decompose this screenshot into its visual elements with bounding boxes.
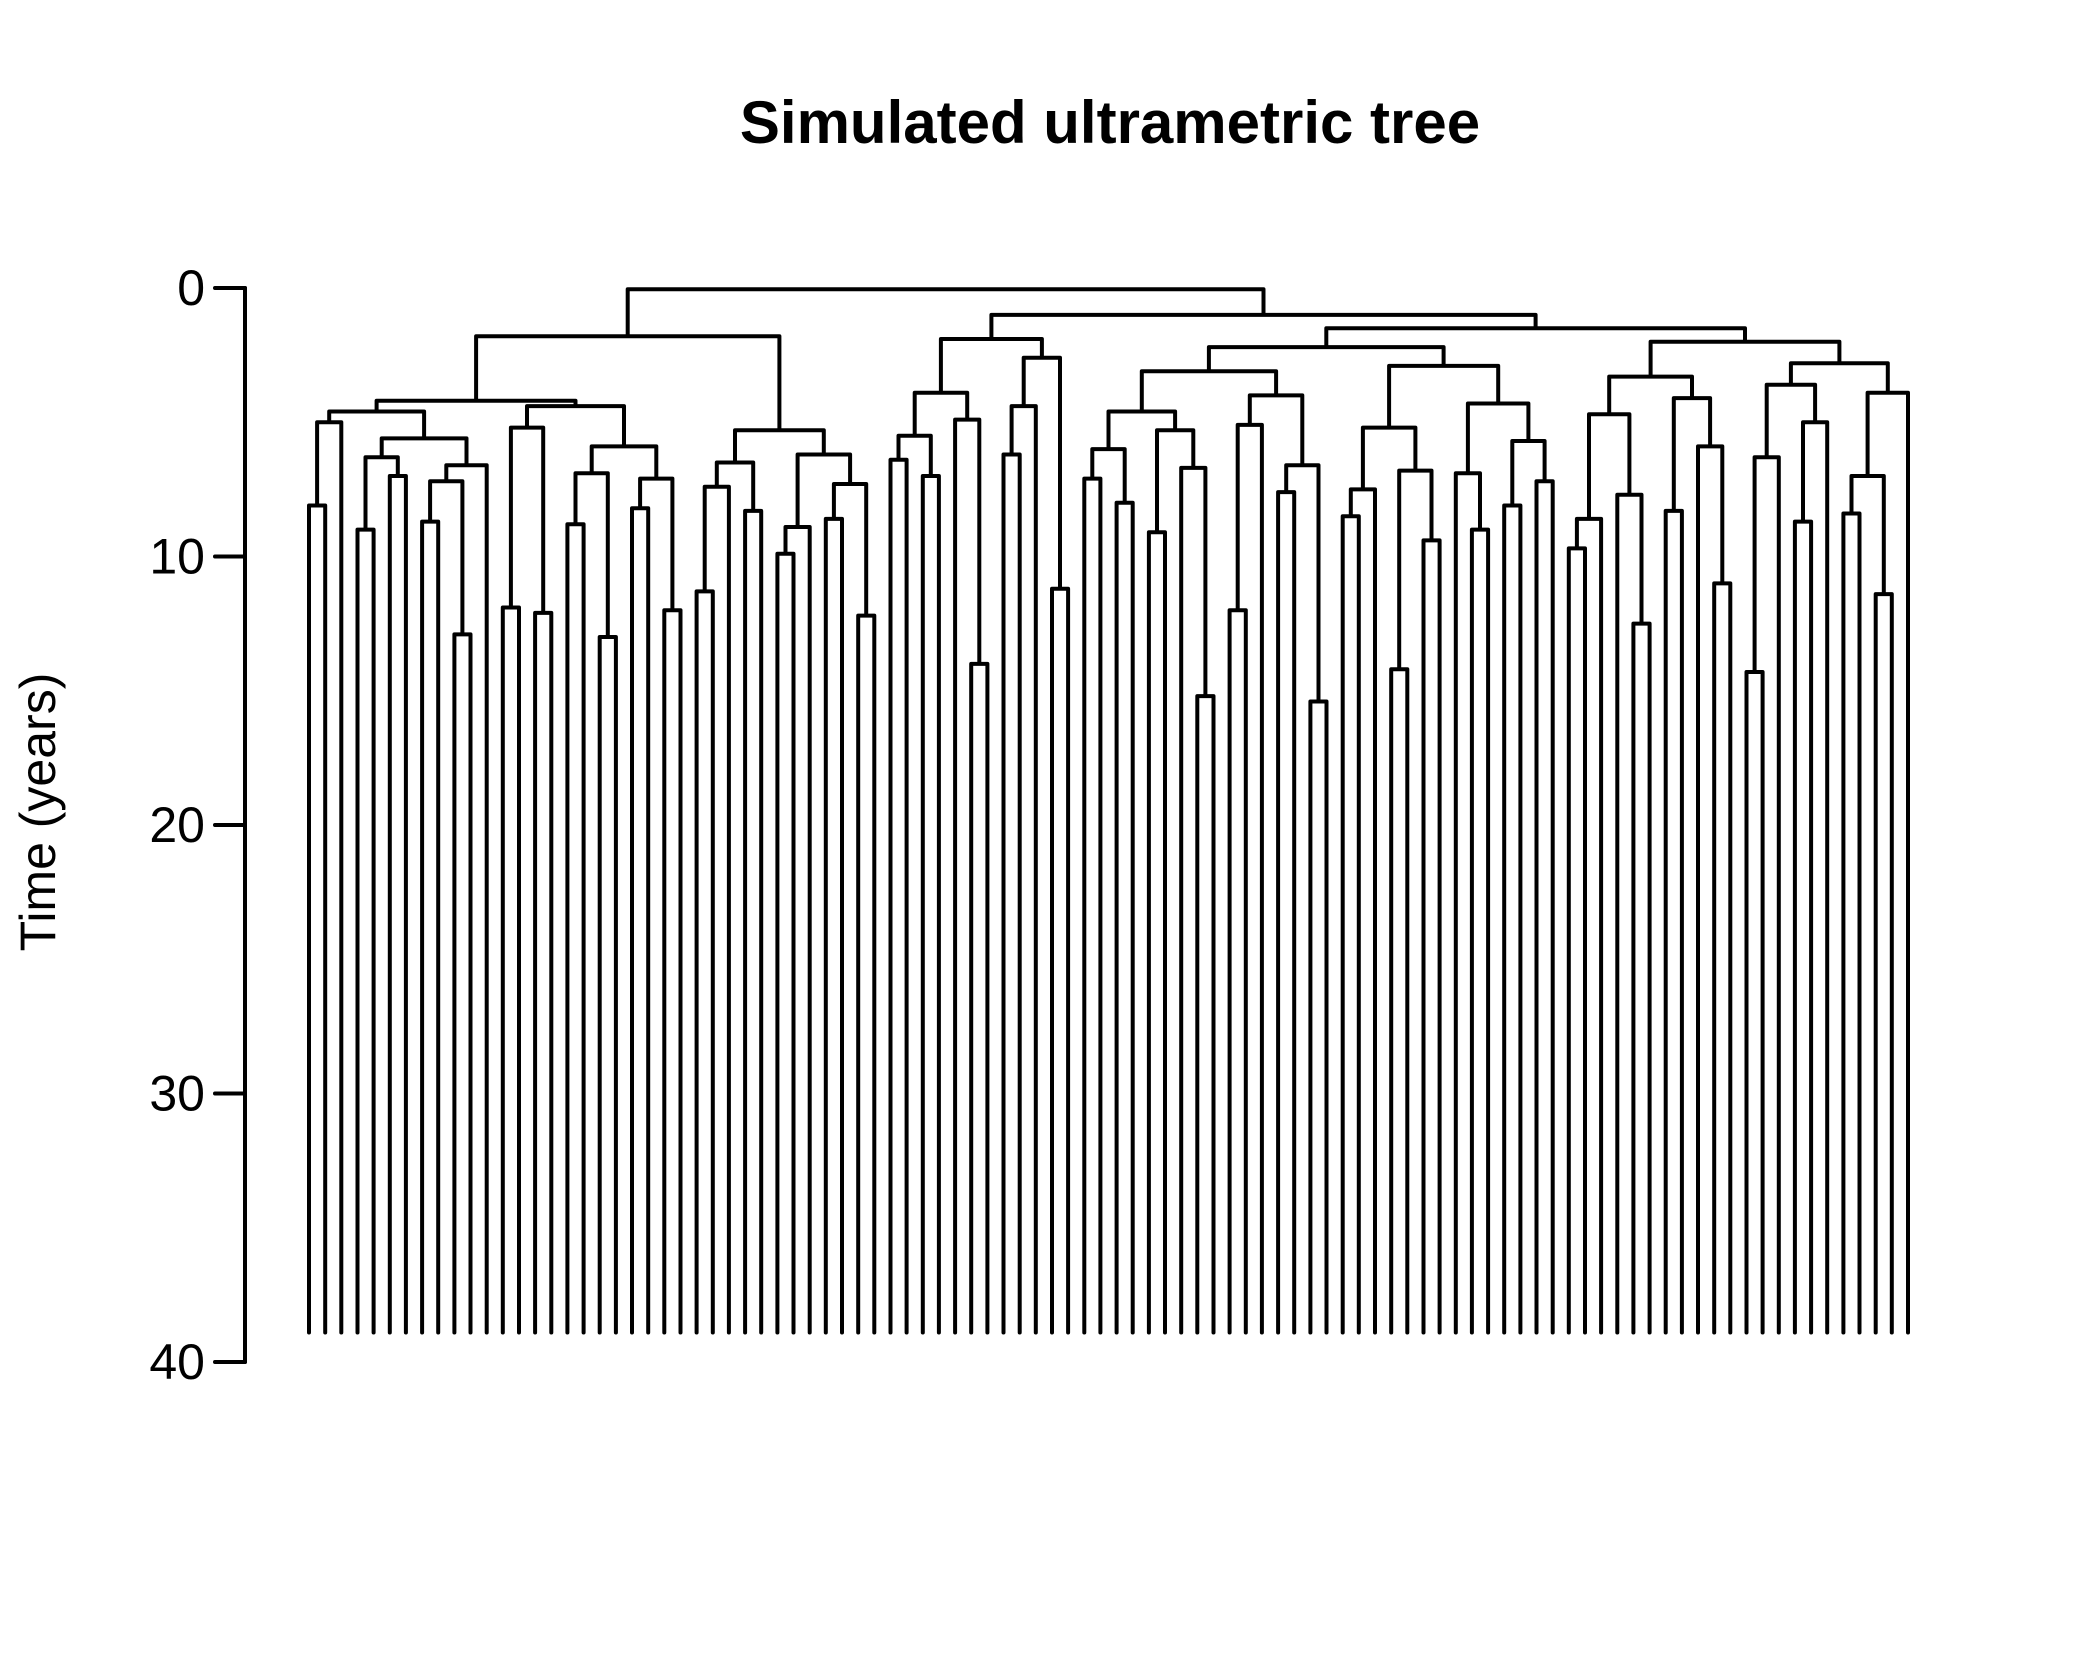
y-axis-tick-label: 40 (149, 1334, 205, 1390)
y-axis-tick-labels: 0 10 20 30 40 (149, 260, 205, 1390)
chart-title: Simulated ultrametric tree (740, 89, 1480, 156)
y-axis-tick-label: 20 (149, 797, 205, 853)
y-axis-tick-label: 10 (149, 529, 205, 585)
y-axis-tick-label: 30 (149, 1066, 205, 1122)
y-axis-tick-label: 0 (177, 260, 205, 316)
dendrogram-branches (307, 287, 1910, 1335)
y-axis-title: Time (years) (10, 673, 66, 952)
y-axis-ticks (213, 286, 247, 1364)
